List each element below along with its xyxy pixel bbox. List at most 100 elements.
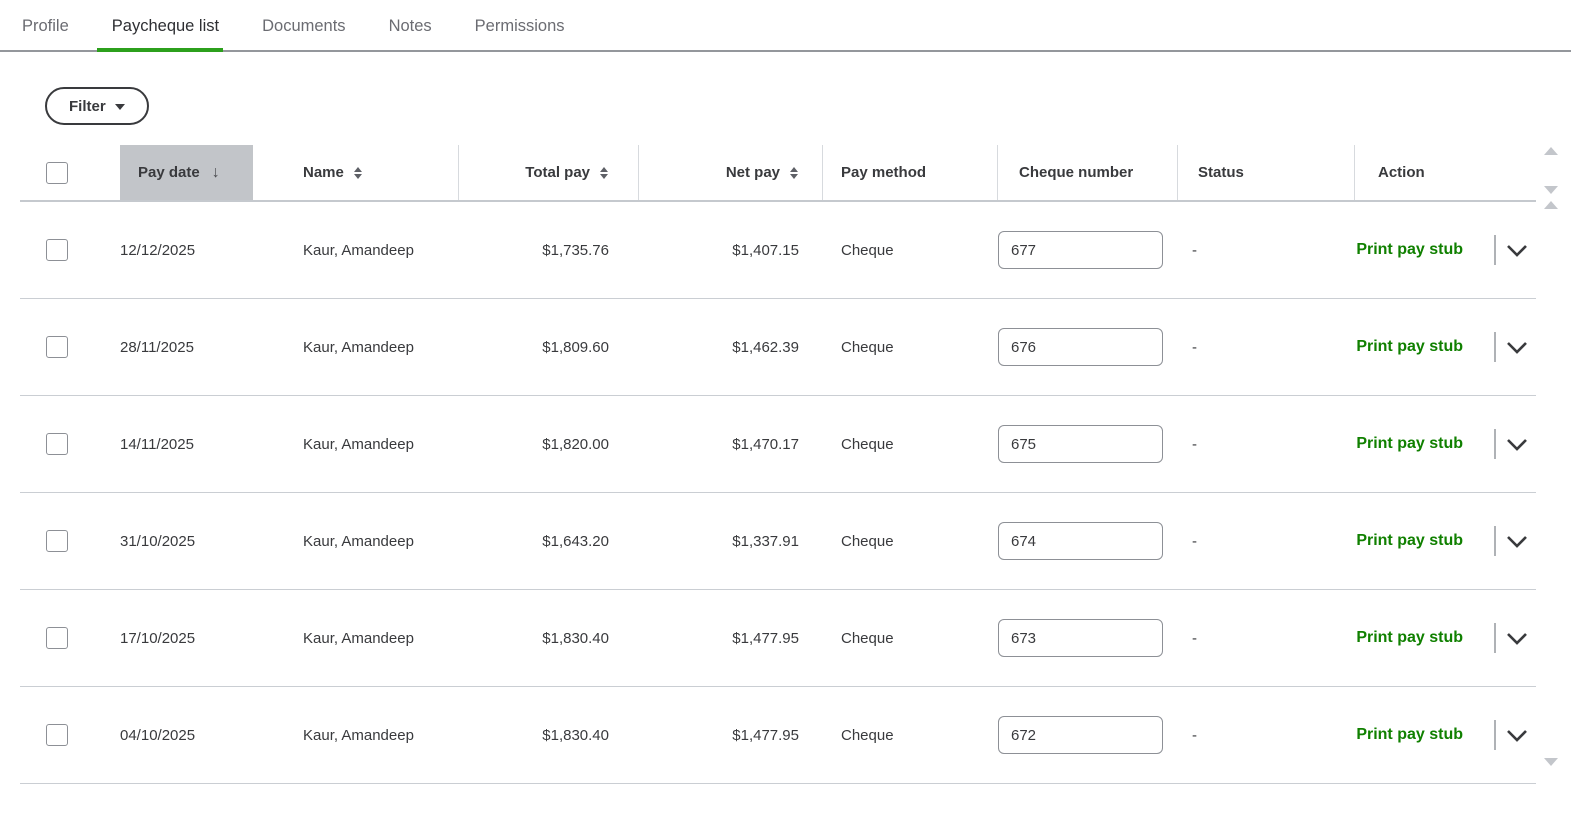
status-value: - (1192, 532, 1197, 550)
tab-label: Profile (22, 17, 69, 35)
status-value: - (1192, 338, 1197, 356)
cell-checkbox (20, 590, 102, 686)
column-label-pay-method: Pay method (841, 164, 927, 181)
action-divider (1494, 429, 1496, 459)
cell-action: Print pay stub (1355, 299, 1536, 395)
status-value: - (1192, 726, 1197, 744)
table-row: 04/10/2025 Kaur, Amandeep $1,830.40 $1,4… (20, 687, 1536, 784)
row-checkbox[interactable] (46, 336, 68, 358)
employee-name-value: Kaur, Amandeep (303, 629, 414, 647)
select-all-checkbox[interactable] (46, 161, 68, 184)
chevron-down-icon (1507, 729, 1527, 742)
header-cell-pay-method: Pay method (823, 145, 998, 200)
table-body: 12/12/2025 Kaur, Amandeep $1,735.76 $1,4… (20, 202, 1536, 784)
employee-name-value: Kaur, Amandeep (303, 532, 414, 550)
header-cell-action: Action (1355, 145, 1536, 200)
cell-status: - (1178, 687, 1355, 783)
row-actions-dropdown-button[interactable] (1504, 625, 1530, 651)
total-pay-value: $1,643.20 (542, 532, 609, 550)
cheque-number-input[interactable] (998, 328, 1163, 366)
tab-label: Paycheque list (111, 17, 220, 35)
row-actions-dropdown-button[interactable] (1504, 528, 1530, 554)
print-pay-stub-link[interactable]: Print pay stub (1356, 629, 1463, 646)
row-actions-dropdown-button[interactable] (1504, 237, 1530, 263)
cell-status: - (1178, 493, 1355, 589)
cell-total-pay: $1,809.60 (459, 299, 639, 395)
scrollbar-up-arrow[interactable] (1544, 147, 1558, 155)
cheque-number-input[interactable] (998, 231, 1163, 269)
row-checkbox[interactable] (46, 724, 68, 746)
pay-method-value: Cheque (841, 629, 894, 647)
employee-name-value: Kaur, Amandeep (303, 241, 414, 259)
cell-action: Print pay stub (1355, 590, 1536, 686)
column-label-total-pay: Total pay (525, 164, 590, 181)
pay-date-value: 14/11/2025 (120, 435, 194, 453)
table-row: 14/11/2025 Kaur, Amandeep $1,820.00 $1,4… (20, 396, 1536, 493)
tab-paycheque-list[interactable]: Paycheque list (96, 3, 224, 52)
row-actions-dropdown-button[interactable] (1504, 431, 1530, 457)
cell-status: - (1178, 299, 1355, 395)
print-pay-stub-link[interactable]: Print pay stub (1356, 532, 1463, 549)
cell-net-pay: $1,462.39 (639, 299, 823, 395)
cheque-number-input[interactable] (998, 716, 1163, 754)
cheque-number-input[interactable] (998, 522, 1163, 560)
column-label-net-pay: Net pay (725, 164, 780, 181)
tab-documents[interactable]: Documents (260, 3, 347, 50)
cell-net-pay: $1,477.95 (639, 687, 823, 783)
cell-action: Print pay stub (1355, 202, 1536, 298)
cell-cheque-number (998, 299, 1178, 395)
row-checkbox[interactable] (46, 239, 68, 261)
column-label-pay-date: Pay date (138, 164, 200, 181)
column-header-total-pay[interactable]: Total pay (525, 164, 608, 181)
cheque-number-input[interactable] (998, 425, 1163, 463)
row-checkbox[interactable] (46, 627, 68, 649)
pay-method-value: Cheque (841, 532, 894, 550)
tab-bar: Profile Paycheque list Documents Notes P… (0, 0, 1571, 52)
chevron-down-icon (1507, 632, 1527, 645)
tab-permissions[interactable]: Permissions (473, 3, 567, 50)
column-label-action: Action (1378, 164, 1425, 181)
column-header-name[interactable]: Name (303, 164, 362, 181)
header-cell-name: Name (283, 145, 459, 200)
scrollbar-down-arrow[interactable] (1544, 758, 1558, 766)
row-actions-dropdown-button[interactable] (1504, 334, 1530, 360)
cell-status: - (1178, 202, 1355, 298)
cell-pay-date: 17/10/2025 (102, 590, 283, 686)
net-pay-value: $1,477.95 (732, 726, 799, 744)
cell-action: Print pay stub (1355, 687, 1536, 783)
cell-pay-method: Cheque (823, 396, 998, 492)
tab-profile[interactable]: Profile (20, 3, 71, 50)
scrollbar-up-arrow[interactable] (1544, 201, 1558, 209)
column-header-net-pay[interactable]: Net pay (726, 164, 798, 181)
pay-date-value: 31/10/2025 (120, 532, 196, 550)
print-pay-stub-link[interactable]: Print pay stub (1356, 435, 1463, 452)
column-header-pay-date[interactable]: Pay date ↓ (120, 145, 253, 200)
print-pay-stub-link[interactable]: Print pay stub (1356, 241, 1463, 258)
pay-date-value: 12/12/2025 (120, 241, 196, 259)
cell-total-pay: $1,643.20 (459, 493, 639, 589)
cell-checkbox (20, 687, 102, 783)
filter-button[interactable]: Filter (45, 87, 149, 125)
action-divider (1494, 623, 1496, 653)
print-pay-stub-link[interactable]: Print pay stub (1356, 726, 1463, 743)
table-row: 12/12/2025 Kaur, Amandeep $1,735.76 $1,4… (20, 202, 1536, 299)
row-checkbox[interactable] (46, 530, 68, 552)
cell-total-pay: $1,830.40 (459, 687, 639, 783)
cell-pay-date: 28/11/2025 (102, 299, 283, 395)
chevron-down-icon (1507, 341, 1527, 354)
header-cell-checkbox (20, 145, 102, 200)
column-label-cheque-number: Cheque number (1019, 164, 1134, 181)
tab-notes[interactable]: Notes (387, 3, 434, 50)
cell-pay-method: Cheque (823, 299, 998, 395)
row-actions-dropdown-button[interactable] (1504, 722, 1530, 748)
cell-name: Kaur, Amandeep (283, 396, 459, 492)
cheque-number-input[interactable] (998, 619, 1163, 657)
chevron-down-icon (1507, 535, 1527, 548)
cell-pay-method: Cheque (823, 590, 998, 686)
cell-net-pay: $1,477.95 (639, 590, 823, 686)
scrollbar-down-arrow[interactable] (1544, 186, 1558, 194)
row-checkbox[interactable] (46, 433, 68, 455)
cell-net-pay: $1,470.17 (639, 396, 823, 492)
print-pay-stub-link[interactable]: Print pay stub (1356, 338, 1463, 355)
